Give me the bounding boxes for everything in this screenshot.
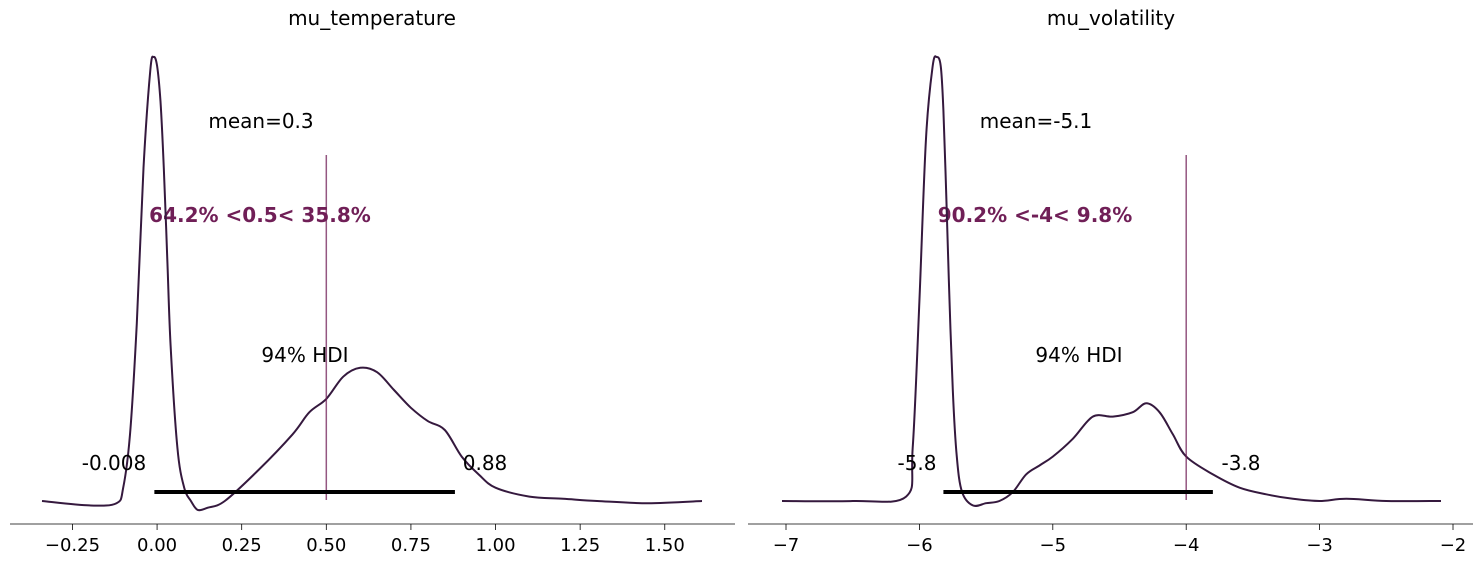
mean-label: mean=0.3 — [208, 109, 313, 133]
x-tick-label: 0.00 — [137, 535, 177, 556]
chart-title: mu_temperature — [288, 6, 456, 30]
mean-label: mean=-5.1 — [980, 109, 1093, 133]
posterior-panel-mu-volatility: mu_volatility mean=-5.1 90.2% <-4< 9.8% … — [748, 6, 1473, 556]
hdi-high-label: -3.8 — [1221, 451, 1260, 475]
x-tick-label: 1.25 — [560, 535, 600, 556]
x-tick-label: −6 — [906, 535, 933, 556]
x-tick-label: −3 — [1306, 535, 1333, 556]
x-tick-label: −4 — [1173, 535, 1200, 556]
x-tick-label: 0.75 — [391, 535, 431, 556]
x-tick-label: 0.50 — [306, 535, 346, 556]
hdi-high-label: 0.88 — [463, 451, 508, 475]
hdi-low-label: -0.008 — [82, 451, 146, 475]
x-tick-label: −7 — [773, 535, 800, 556]
hdi-low-label: -5.8 — [897, 451, 936, 475]
x-tick-label: −5 — [1040, 535, 1067, 556]
x-tick-label: −0.25 — [45, 535, 100, 556]
x-tick-label: 1.00 — [475, 535, 515, 556]
x-tick-label: −2 — [1440, 535, 1467, 556]
chart-title: mu_volatility — [1047, 6, 1175, 30]
hdi-label: 94% HDI — [261, 343, 348, 367]
density-curve — [781, 55, 1442, 507]
x-tick-label: 0.25 — [222, 535, 262, 556]
ref-value-label: 90.2% <-4< 9.8% — [938, 203, 1133, 227]
posterior-panel-mu-temperature: mu_temperature mean=0.3 64.2% <0.5< 35.8… — [10, 6, 735, 556]
density-curve — [41, 55, 703, 512]
ref-value-label: 64.2% <0.5< 35.8% — [149, 203, 371, 227]
hdi-label: 94% HDI — [1035, 343, 1122, 367]
x-tick-label: 1.50 — [645, 535, 685, 556]
